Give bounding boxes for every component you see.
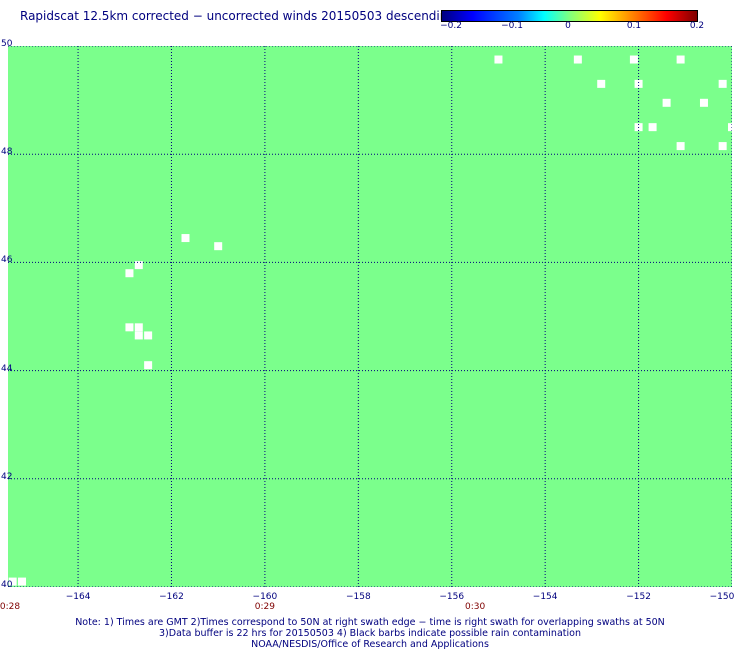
missing-data-cell xyxy=(494,55,503,64)
missing-data-cell xyxy=(134,331,143,340)
time-label: 0:29 xyxy=(254,602,275,612)
latitude-tick-label: 46 xyxy=(1,255,13,266)
missing-data-cell xyxy=(629,55,638,64)
missing-data-cell xyxy=(634,79,643,88)
note-line-2: 3)Data buffer is 22 hrs for 20150503 4) … xyxy=(159,628,581,639)
missing-data-cell xyxy=(8,577,17,586)
wind-difference-map xyxy=(8,46,732,587)
missing-data-cell xyxy=(728,123,732,132)
note-line-3: NOAA/NESDIS/Office of Research and Appli… xyxy=(251,639,489,650)
map-title: Rapidscat 12.5km corrected − uncorrected… xyxy=(20,9,455,23)
longitude-tick-label: −154 xyxy=(532,592,558,602)
missing-data-cell xyxy=(144,331,153,340)
longitude-tick-label: −150 xyxy=(709,592,735,602)
missing-data-cell xyxy=(662,98,671,107)
time-label: 0:28 xyxy=(0,602,21,612)
latitude-tick-label: 42 xyxy=(1,471,13,482)
longitude-tick-label: −164 xyxy=(65,592,91,602)
latitude-tick-label: 48 xyxy=(1,147,13,158)
missing-data-cell xyxy=(125,323,134,332)
colorbar xyxy=(441,10,698,22)
colorbar-label: 0.2 xyxy=(689,21,705,31)
latitude-tick-label: 50 xyxy=(1,39,13,49)
longitude-tick-label: −162 xyxy=(159,592,184,602)
missing-data-cell xyxy=(648,123,657,132)
missing-data-cell xyxy=(214,242,223,251)
missing-data-cell xyxy=(18,577,27,586)
latitude-tick-label: 40 xyxy=(1,580,13,590)
colorbar-label: −0.2 xyxy=(440,21,462,31)
colorbar-label: 0.1 xyxy=(626,21,642,31)
missing-data-cell xyxy=(181,234,190,243)
footnotes: Note: 1) Times are GMT 2)Times correspon… xyxy=(0,617,740,650)
missing-data-cell xyxy=(144,361,153,370)
map-canvas xyxy=(8,46,732,587)
missing-data-cell xyxy=(597,79,606,88)
missing-data-cell xyxy=(676,142,685,151)
note-line-1: Note: 1) Times are GMT 2)Times correspon… xyxy=(75,617,665,628)
latitude-tick-label: 44 xyxy=(1,363,13,374)
missing-data-cell xyxy=(718,79,727,88)
longitude-tick-label: −152 xyxy=(626,592,651,602)
missing-data-cell xyxy=(125,269,134,278)
longitude-tick-label: −158 xyxy=(345,592,371,602)
missing-data-cell xyxy=(718,142,727,151)
missing-data-cell xyxy=(134,261,143,270)
missing-data-cell xyxy=(699,98,708,107)
longitude-tick-label: −156 xyxy=(439,592,465,602)
longitude-tick-label: −160 xyxy=(252,592,278,602)
missing-data-cell xyxy=(134,323,143,332)
colorbar-label: −0.1 xyxy=(501,21,523,31)
time-label: 0:30 xyxy=(464,602,486,612)
colorbar-label: 0 xyxy=(565,21,571,31)
missing-data-cell xyxy=(573,55,582,64)
missing-data-cell xyxy=(676,55,685,64)
